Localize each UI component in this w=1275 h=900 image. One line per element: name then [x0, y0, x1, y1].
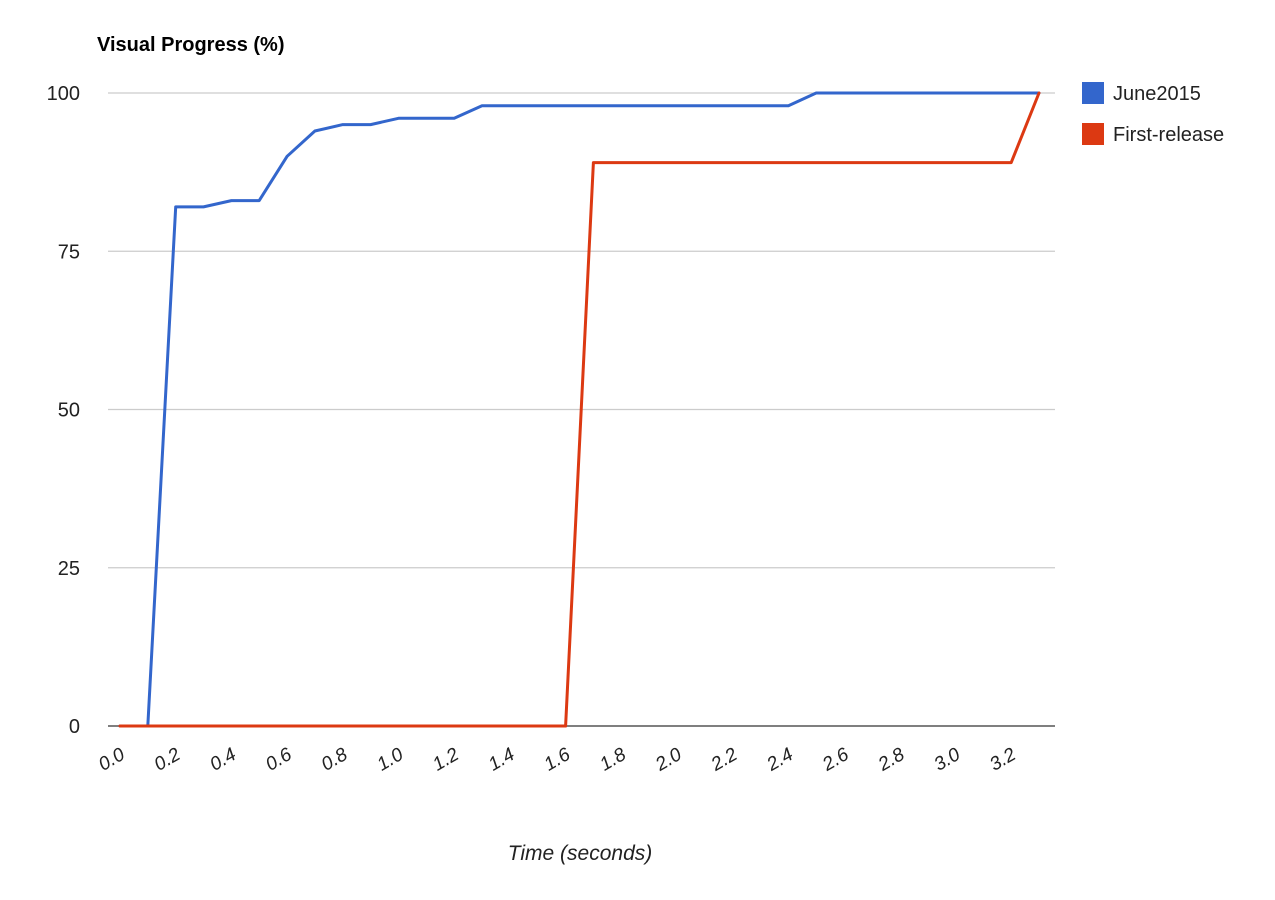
x-axis-ticks: 0.0 0.2 0.4 0.6 0.8 1.0 1.2 1.4 1.6 1.8 2.0 2.2 2.4 2…	[95, 744, 1020, 776]
x-tick-label: 0.8	[318, 744, 352, 776]
legend-swatch	[1082, 82, 1104, 104]
x-tick-label: 0.0	[95, 744, 129, 776]
legend-label: First-release	[1113, 124, 1224, 146]
x-tick-label: 2.8	[874, 744, 909, 776]
x-axis-label: Time (seconds)	[508, 842, 653, 865]
x-tick-label: 1.8	[596, 744, 630, 776]
x-tick-label: 0.2	[151, 744, 185, 776]
x-tick-label: 2.2	[707, 744, 742, 776]
x-tick-label: 3.2	[986, 744, 1020, 776]
y-tick-label: 25	[58, 558, 80, 580]
legend-label: June2015	[1113, 83, 1201, 105]
y-axis-ticks: 0 25 50 75 100	[47, 83, 80, 738]
series-line-first-release	[118, 91, 1041, 728]
x-tick-label: 1.0	[374, 744, 408, 776]
series-line-june2015	[118, 91, 1041, 728]
x-tick-label: 0.6	[262, 744, 296, 776]
chart-title: Visual Progress (%)	[97, 34, 284, 56]
y-tick-label: 75	[58, 241, 80, 263]
legend: June2015 First-release	[1082, 82, 1224, 146]
series-lines	[118, 91, 1041, 728]
x-tick-label: 1.2	[429, 744, 463, 776]
x-tick-label: 3.0	[931, 744, 965, 776]
y-tick-label: 50	[58, 400, 80, 422]
legend-swatch	[1082, 123, 1104, 145]
x-tick-label: 2.4	[763, 744, 797, 776]
x-tick-label: 2.6	[818, 744, 853, 776]
x-tick-label: 1.6	[541, 744, 575, 776]
y-tick-label: 100	[47, 83, 80, 105]
x-tick-label: 0.4	[207, 744, 240, 775]
x-tick-label: 2.0	[651, 744, 686, 776]
x-tick-label: 1.4	[485, 744, 518, 775]
y-tick-label: 0	[69, 716, 80, 738]
